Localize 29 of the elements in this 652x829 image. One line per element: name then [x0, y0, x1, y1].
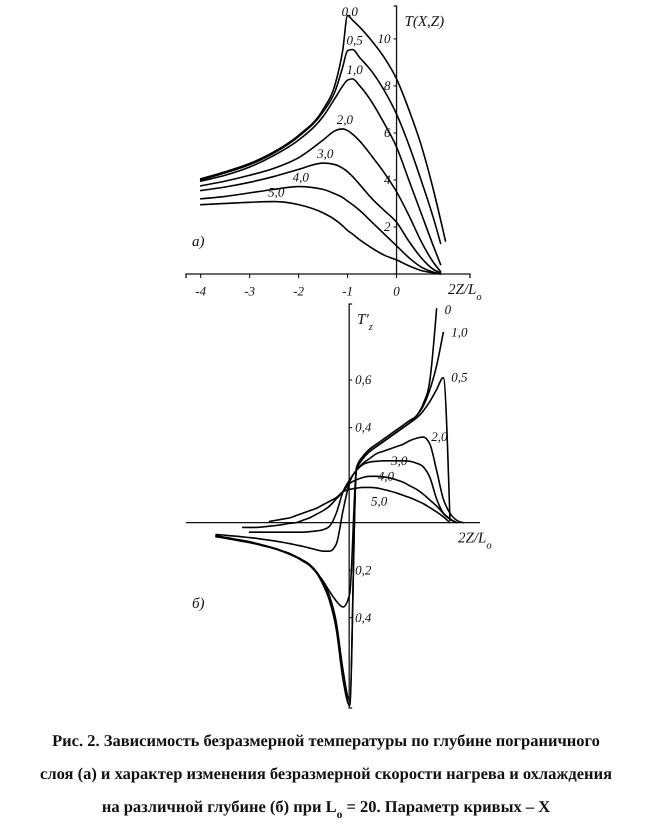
- x-axis-title: 2Z/L$_{o}$: [448, 282, 482, 302]
- y-tick-label: 8: [384, 78, 392, 94]
- series-label: 0,0: [342, 4, 358, 19]
- series-label: 0,5: [346, 32, 364, 48]
- series-label: 3,0: [316, 146, 334, 162]
- y-tick-label: 0,2: [355, 562, 372, 578]
- x-tick-label: -2: [293, 283, 305, 298]
- y-tick-label: 0,4: [355, 610, 372, 625]
- series-label: 5,0: [371, 493, 388, 508]
- x-tick-label: -1: [342, 283, 354, 298]
- series-label: 1,0: [451, 324, 468, 340]
- series-label: 0,5: [451, 370, 468, 385]
- series-label: 2,0: [336, 112, 354, 127]
- y-tick-label: 0,6: [355, 372, 372, 388]
- series-label: 0: [444, 302, 452, 317]
- x-axis-title: 2Z/L$_{o}$: [458, 530, 492, 552]
- text: б): [192, 596, 205, 612]
- y-tick-label: 0,4: [355, 420, 372, 435]
- x-tick-label: -4: [195, 283, 207, 298]
- annotation: а): [192, 234, 204, 250]
- y-tick-label: 10: [378, 31, 392, 46]
- x-tick-label: 0: [393, 283, 400, 298]
- y-axis-title: T′$_{z}$: [357, 312, 373, 332]
- series-label: 1,0: [346, 62, 364, 77]
- x-tick-label: -3: [244, 283, 256, 298]
- text: Рис. 2. Зависимость безразмерной температуры по глубине пограничного слоя (а) и характер изменения безразмерной скорости нагрева и охлаждения на различной глубине (б) при L$_{o}$ = 20. Параметр кривых – X: [40, 731, 612, 821]
- y-axis-title: T(X,Z): [404, 14, 444, 30]
- y-tick-label: 2: [384, 219, 392, 234]
- series-label: 4,0: [292, 170, 310, 185]
